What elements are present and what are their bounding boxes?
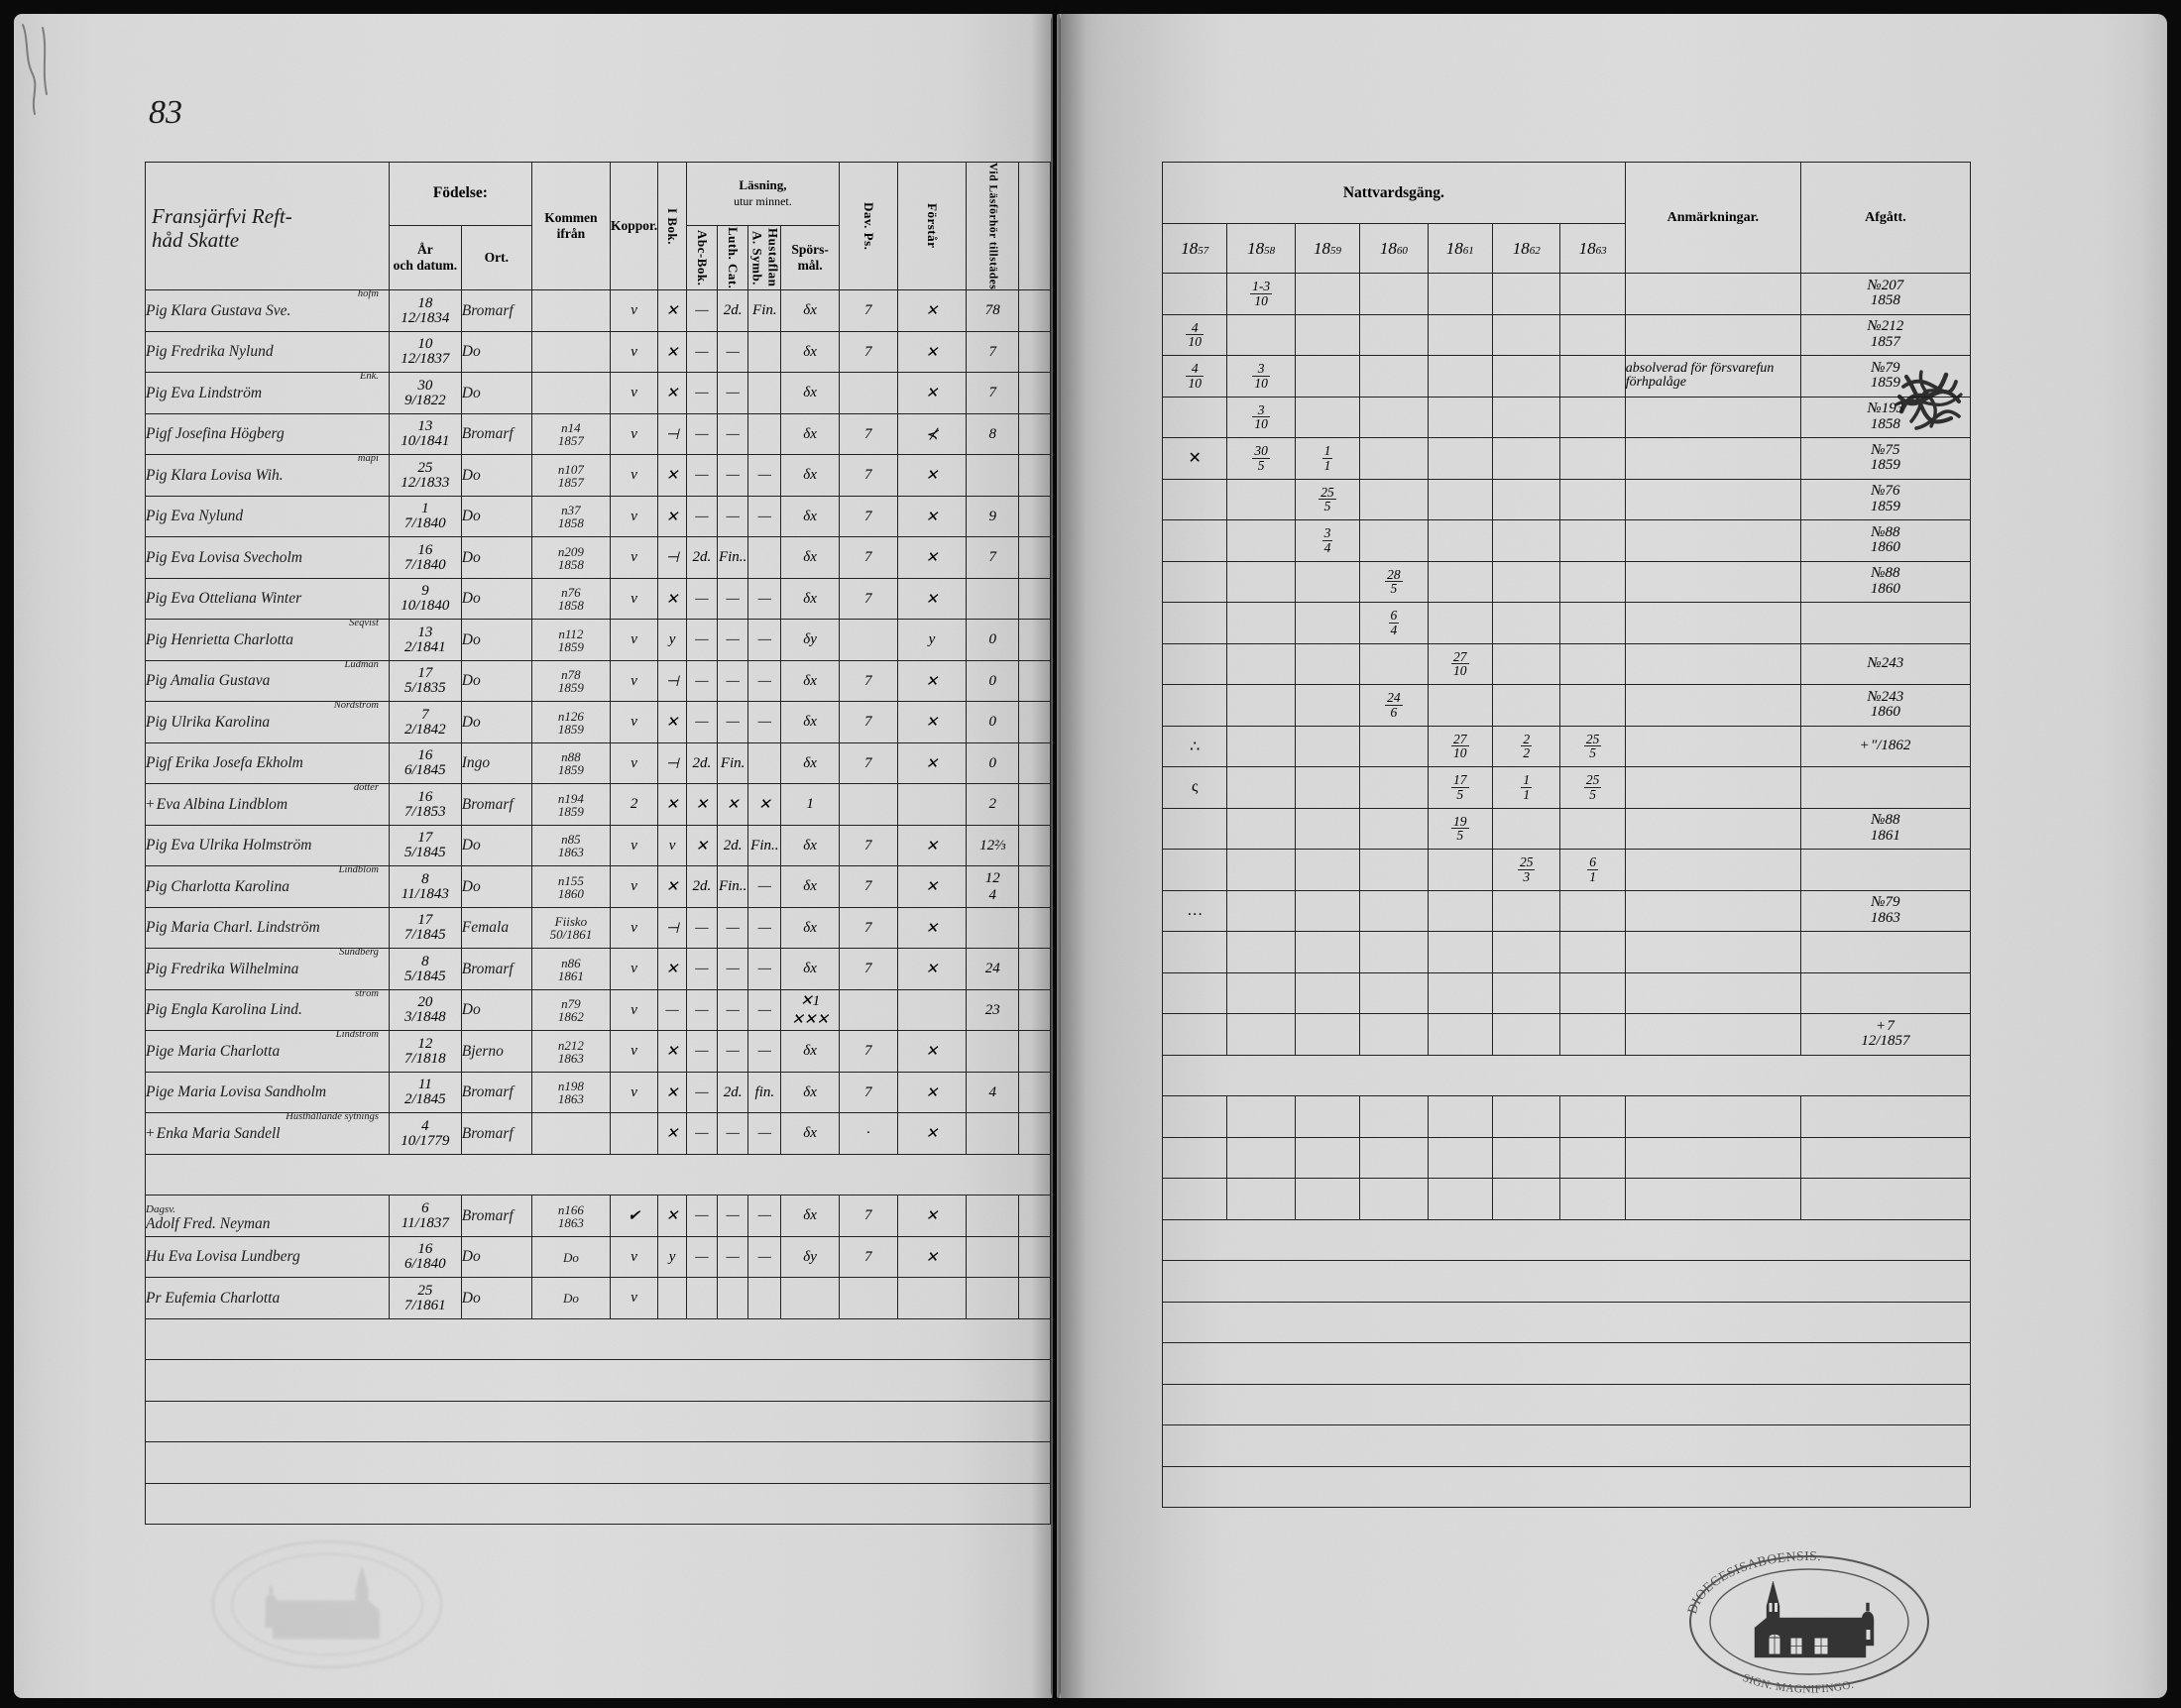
svg-text:DIOECESISABOENSIS.: DIOECESISABOENSIS. xyxy=(1685,1548,1821,1616)
svg-text:SIGN. MAGNIFINGO.: SIGN. MAGNIFINGO. xyxy=(1741,1672,1855,1696)
